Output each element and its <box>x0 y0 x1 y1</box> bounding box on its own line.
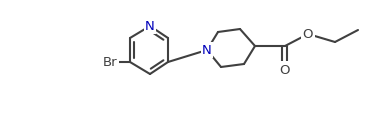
Text: N: N <box>202 44 212 57</box>
Text: N: N <box>145 20 155 33</box>
Text: O: O <box>280 63 290 76</box>
Text: Br: Br <box>103 56 117 69</box>
Text: O: O <box>303 28 313 41</box>
